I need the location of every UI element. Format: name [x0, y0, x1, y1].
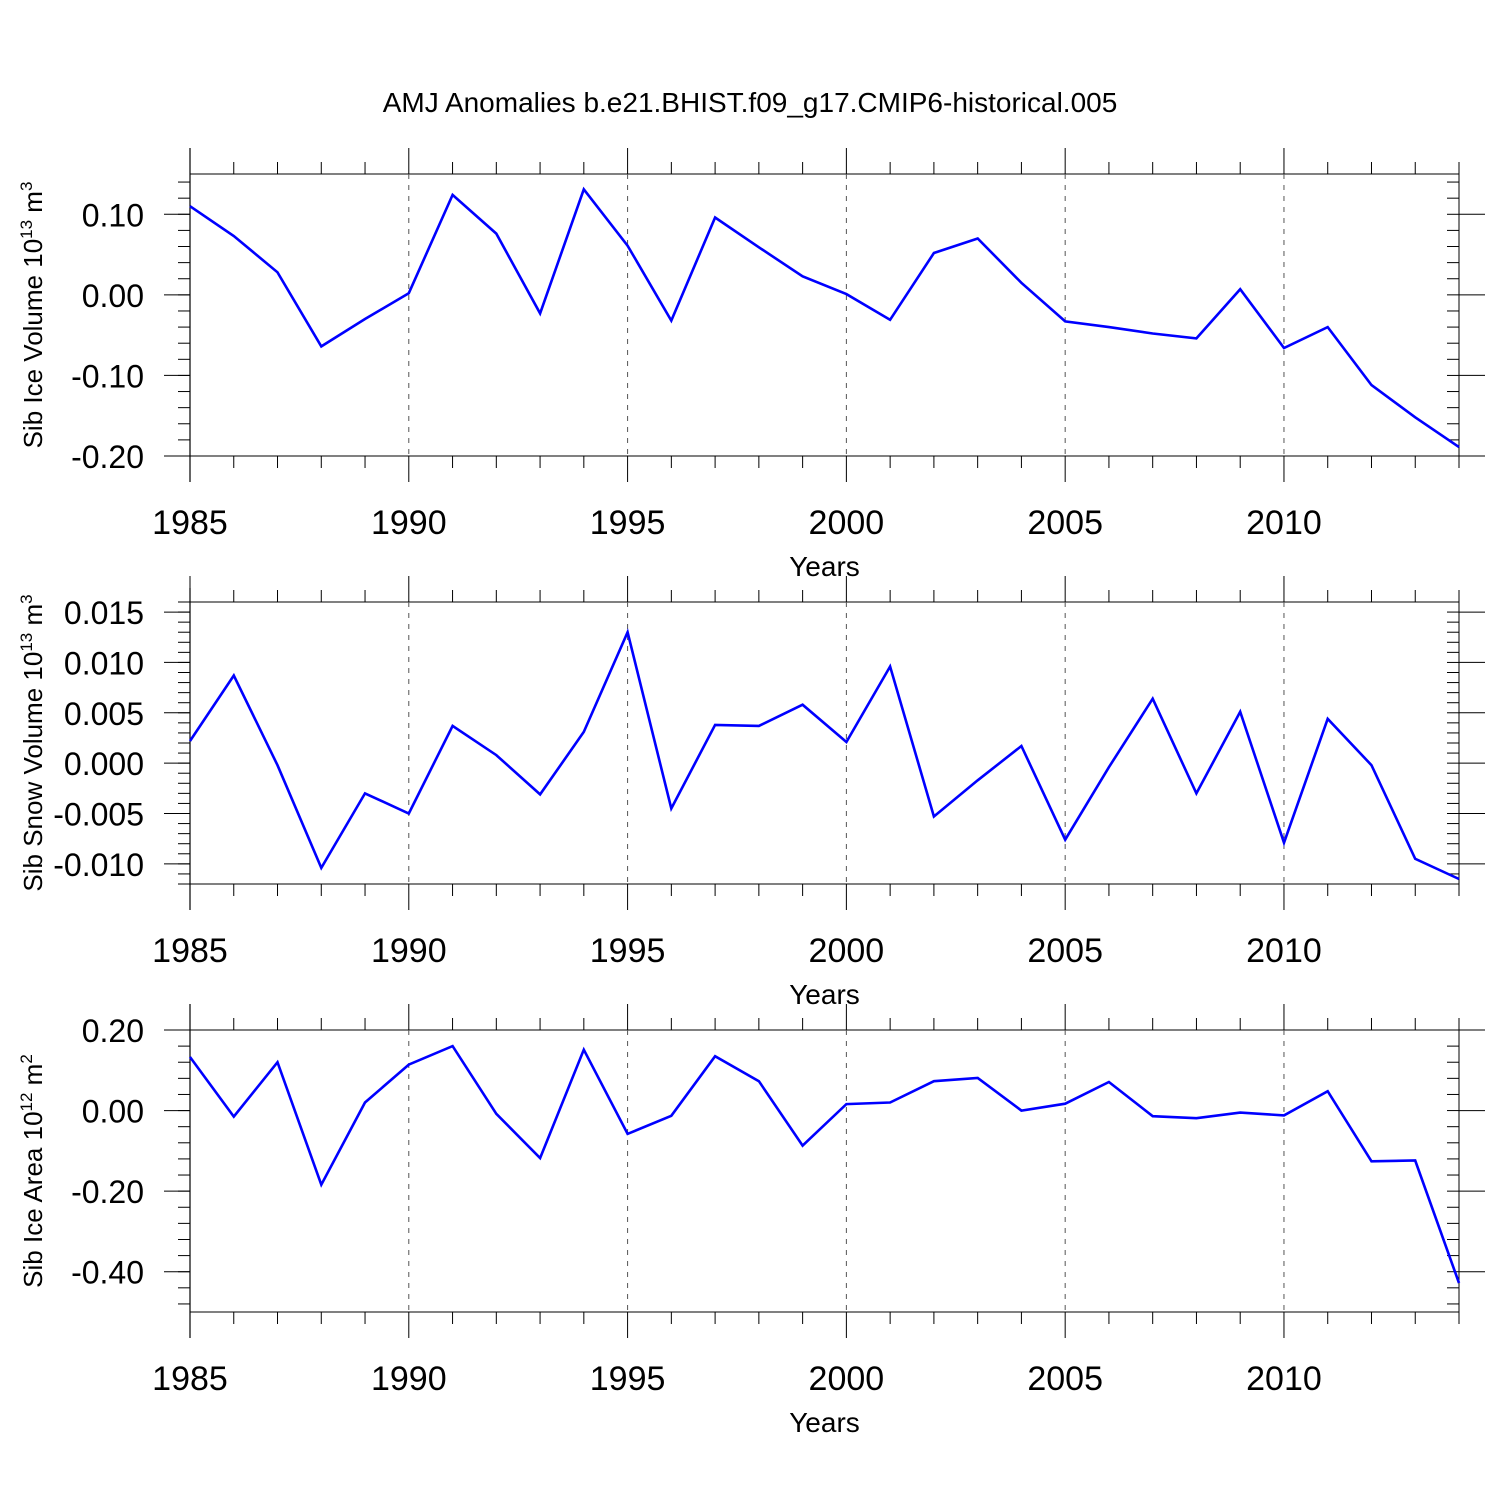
x-tick-label: 2005	[1027, 932, 1103, 970]
y-tick-label: 0.005	[64, 696, 144, 732]
y-tick-label: 0.000	[64, 746, 144, 782]
x-tick-label: 1995	[590, 932, 666, 970]
x-tick-label: 1995	[590, 504, 666, 542]
x-axis-title: Years	[789, 1407, 860, 1438]
x-tick-label: 2000	[809, 1360, 885, 1398]
plot-frame	[189, 1029, 1460, 1313]
y-tick-label: -0.40	[71, 1255, 144, 1291]
x-tick-label: 2005	[1027, 1360, 1103, 1398]
plot-frame	[189, 173, 1460, 457]
y-tick-label: 0.00	[82, 1094, 144, 1130]
x-tick-label: 1990	[371, 1360, 447, 1398]
y-tick-label: -0.10	[71, 358, 144, 394]
x-tick-label: 1995	[590, 1360, 666, 1398]
y-tick-label: -0.010	[53, 847, 144, 883]
x-tick-label: 1990	[371, 932, 447, 970]
data-series-line	[188, 1044, 1461, 1284]
y-tick-label: 0.10	[82, 197, 144, 233]
y-tick-label: 0.015	[64, 595, 144, 631]
y-tick-label: 0.00	[82, 278, 144, 314]
y-axis-title: Sib Ice Area 1012 m2	[17, 1054, 48, 1288]
y-axis-title: Sib Snow Volume 1013 m3	[17, 594, 48, 891]
x-tick-label: 2010	[1246, 504, 1322, 542]
y-axis-title: Sib Ice Volume 1013 m3	[17, 182, 48, 449]
x-tick-label: 2010	[1246, 932, 1322, 970]
x-axis-title: Years	[789, 979, 860, 1010]
x-tick-label: 1985	[152, 932, 228, 970]
chart-panel-3: 1985 1990 1995 2000 2005 2010 0.20 0.00 -0.20 -0.…	[17, 1004, 1485, 1438]
data-series-line	[188, 628, 1460, 881]
panels: 1985 1990 1995 2000 2005 2010 0.10 0.00 -0.10 -0.…	[17, 148, 1485, 1438]
x-tick-label: 2005	[1027, 504, 1103, 542]
figure-title: AMJ Anomalies b.e21.BHIST.f09_g17.CMIP6-…	[383, 87, 1118, 118]
chart-panel-2: 1985 1990 1995 2000 2005 2010 0.015 0.010 0.005 0…	[17, 576, 1485, 1010]
data-series-line	[189, 186, 1460, 449]
x-tick-label: 2000	[809, 504, 885, 542]
x-tick-label: 1990	[371, 504, 447, 542]
y-tick-label: 0.010	[64, 645, 144, 681]
x-tick-label: 1985	[152, 1360, 228, 1398]
chart-panel-1: 1985 1990 1995 2000 2005 2010 0.10 0.00 -0.10 -0.…	[17, 148, 1485, 582]
x-tick-label: 2000	[809, 932, 885, 970]
x-axis-title: Years	[789, 551, 860, 582]
y-tick-label: -0.20	[71, 439, 144, 475]
plot-frame	[189, 601, 1460, 885]
y-tick-label: -0.20	[71, 1174, 144, 1210]
x-tick-label: 1985	[152, 504, 228, 542]
y-tick-label: 0.20	[82, 1013, 144, 1049]
y-tick-label: -0.005	[53, 797, 144, 833]
x-tick-label: 2010	[1246, 1360, 1322, 1398]
